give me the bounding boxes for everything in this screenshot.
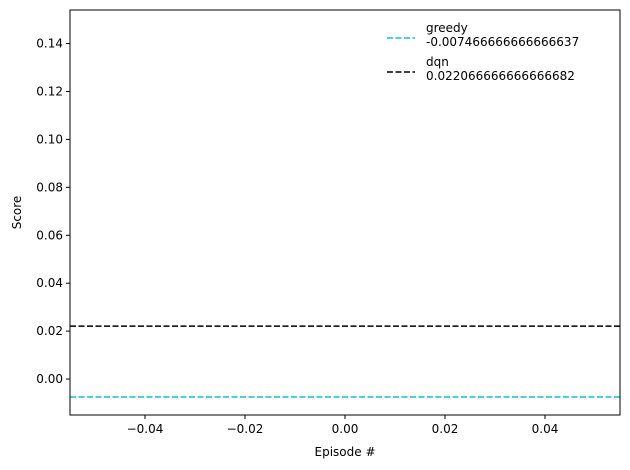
legend: greedy -0.007466666666666637 dqn 0.022066… [387, 21, 579, 83]
x-tick-label: −0.02 [227, 422, 264, 436]
y-axis-ticks: 0.00 0.02 0.04 0.06 0.08 0.10 0.12 0.14 [36, 37, 70, 386]
x-tick-label: −0.04 [127, 422, 164, 436]
y-tick-label: 0.10 [36, 132, 63, 146]
legend-label-0-line-0: greedy [426, 21, 468, 35]
x-tick-label: 0.02 [432, 422, 459, 436]
y-tick-label: 0.04 [36, 276, 63, 290]
legend-label-0-line-1: -0.007466666666666637 [426, 35, 579, 49]
legend-label-1-line-0: dqn [426, 55, 449, 69]
y-tick-label: 0.14 [36, 37, 63, 51]
y-axis-label: Score [10, 196, 24, 230]
x-tick-label: 0.04 [532, 422, 559, 436]
y-tick-label: 0.12 [36, 84, 63, 98]
y-tick-label: 0.00 [36, 372, 63, 386]
x-axis-ticks: −0.04 −0.02 0.00 0.02 0.04 [127, 415, 559, 436]
y-tick-label: 0.06 [36, 228, 63, 242]
x-axis-label: Episode # [315, 445, 376, 459]
x-tick-label: 0.00 [332, 422, 359, 436]
legend-label-1-line-1: 0.022066666666666682 [426, 69, 575, 83]
plot-lines [70, 325, 620, 398]
y-tick-label: 0.02 [36, 324, 63, 338]
y-tick-label: 0.08 [36, 180, 63, 194]
